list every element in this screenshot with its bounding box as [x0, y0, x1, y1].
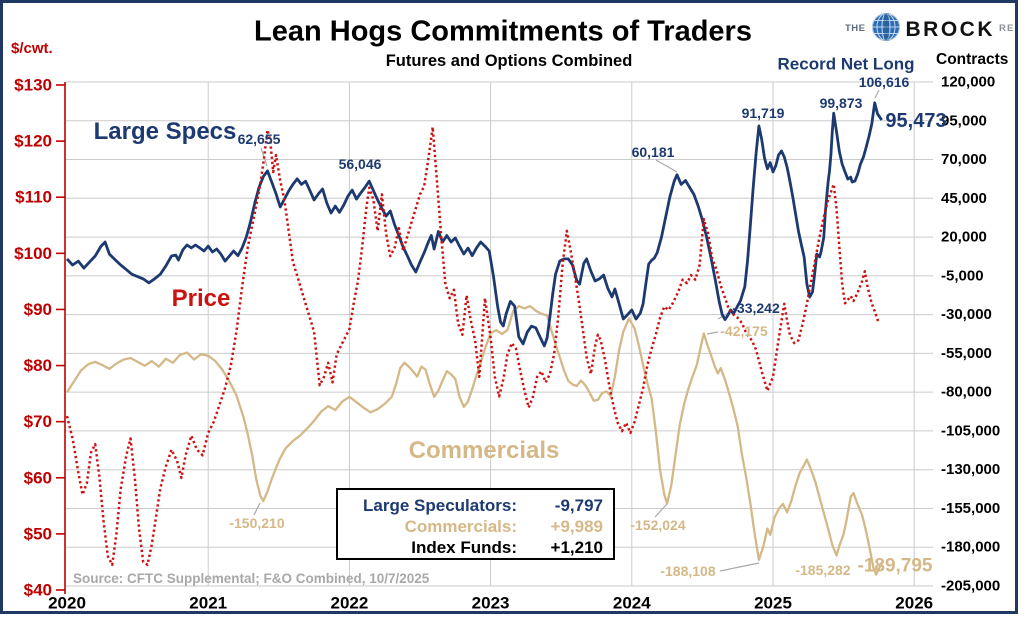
peak-62655: 62,655 — [237, 131, 281, 147]
left-axis-tick-label: $120 — [14, 132, 52, 151]
right-axis-tick-label: -180,000 — [941, 539, 1000, 556]
left-axis-tick-label: $80 — [24, 356, 52, 375]
annotation-leader-line — [719, 562, 760, 572]
series-large-specs-line — [65, 101, 883, 348]
left-axis-tick-label: $70 — [24, 412, 52, 431]
legend-row-index-funds: Index Funds: +1,210 — [348, 537, 603, 558]
current-commercials: -189,795 — [857, 555, 933, 577]
right-axis-tick-label: 95,000 — [941, 112, 987, 129]
right-axis-title: Contracts — [936, 51, 1009, 68]
series-label-large-specs: Large Specs — [93, 118, 237, 145]
record-net-long: Record Net Long — [777, 54, 915, 74]
trough-150210: -150,210 — [229, 515, 285, 531]
brock-report-logo: THE BROCK REPORT — [845, 11, 1015, 47]
current-large-specs: 95,473 — [885, 110, 947, 132]
right-axis-tick-label: 20,000 — [941, 229, 987, 246]
series-price-line — [65, 125, 881, 567]
left-axis-tick-label: $40 — [24, 581, 52, 600]
right-axis-tick-label: -205,000 — [941, 578, 1000, 595]
left-axis-tick-label: $100 — [14, 244, 52, 263]
x-axis-year-label: 2022 — [330, 594, 368, 613]
right-axis-tick-label: 45,000 — [941, 190, 987, 207]
series-commercials-line — [66, 304, 883, 576]
annotation-leader-line — [874, 89, 880, 99]
legend-box: Large Speculators: -9,797 Commercials: +… — [336, 488, 615, 560]
legend-row-commercials: Commercials: +9,989 — [348, 516, 603, 537]
legend-row-large-speculators: Large Speculators: -9,797 — [348, 495, 603, 516]
left-axis-tick-label: $130 — [14, 76, 52, 95]
right-axis-tick-label: -55,000 — [941, 345, 992, 362]
x-axis-year-label: 2025 — [754, 594, 792, 613]
peak-42175: -42,175 — [720, 323, 768, 339]
annotation-leader-line — [654, 503, 668, 518]
left-axis-tick-label: $50 — [24, 524, 52, 543]
right-axis-tick-label: 70,000 — [941, 151, 987, 168]
left-axis-tick-label: $110 — [15, 188, 52, 207]
series-label-commercials: Commercials — [408, 437, 560, 464]
peak-91719: 91,719 — [741, 105, 785, 121]
annotation-leader-line — [655, 159, 678, 173]
left-axis-tick-label: $60 — [24, 468, 52, 487]
x-axis-year-label: 2026 — [895, 594, 933, 613]
trough-188108: -188,108 — [660, 563, 716, 579]
trough-152024: -152,024 — [630, 517, 686, 533]
legend-value: +1,210 — [550, 538, 603, 557]
right-axis-tick-label: -155,000 — [941, 500, 1000, 517]
right-axis-tick-label: -30,000 — [941, 306, 992, 323]
legend-label: Index Funds: — [411, 538, 517, 557]
annotation-leader-line — [706, 331, 719, 335]
brock-globe-icon — [870, 11, 902, 47]
x-axis-year-label: 2020 — [48, 594, 86, 613]
logo-the-label: THE — [845, 23, 866, 35]
right-axis-tick-label: -80,000 — [941, 384, 992, 401]
right-axis-tick-label: -105,000 — [941, 422, 1000, 439]
legend-label: Large Speculators: — [363, 496, 517, 515]
x-axis-year-label: 2023 — [472, 594, 510, 613]
peak-60181: 60,181 — [631, 144, 675, 160]
right-axis-tick-label: -5,000 — [941, 267, 984, 284]
right-axis-tick-label: 120,000 — [941, 74, 995, 91]
peak-56046: 56,046 — [338, 156, 382, 172]
peak-99873: 99,873 — [819, 95, 863, 111]
source-note: Source: CFTC Supplemental; F&O Combined,… — [73, 571, 430, 586]
peak-106616: 106,616 — [858, 74, 910, 90]
trough-33242: -33,242 — [732, 300, 780, 316]
annotation-leader-line — [253, 502, 261, 516]
series-label-price: Price — [171, 285, 231, 312]
legend-label: Commercials: — [404, 517, 517, 536]
legend-value: +9,989 — [550, 517, 603, 536]
x-axis-year-label: 2024 — [613, 594, 651, 613]
trough-185282: -185,282 — [795, 562, 851, 578]
x-axis-year-label: 2021 — [189, 594, 227, 613]
page-subtitle: Futures and Options Combined — [385, 51, 633, 70]
right-axis-tick-label: -130,000 — [941, 461, 1000, 478]
page-title: Lean Hogs Commitments of Traders — [254, 15, 752, 48]
logo-brock-label: BROCK — [905, 17, 995, 41]
left-axis-title: $/cwt. — [11, 40, 53, 57]
logo-report-label: REPORT — [999, 23, 1015, 35]
legend-value: -9,797 — [554, 496, 603, 515]
left-axis-tick-label: $90 — [24, 300, 52, 319]
